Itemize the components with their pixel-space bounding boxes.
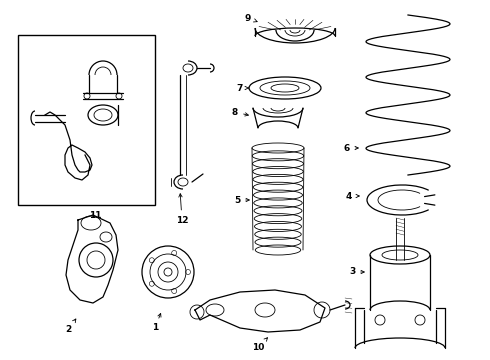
Text: 12: 12	[176, 194, 188, 225]
Text: 9: 9	[245, 14, 257, 23]
Text: 10: 10	[252, 338, 268, 352]
Text: 7: 7	[237, 84, 249, 93]
Text: 1: 1	[152, 314, 161, 333]
Text: 3: 3	[349, 267, 364, 276]
Text: 11: 11	[89, 211, 101, 220]
Text: 4: 4	[346, 192, 359, 201]
Text: 5: 5	[234, 195, 249, 204]
Bar	[18, 35, 155, 205]
Text: 8: 8	[232, 108, 248, 117]
Text: 6: 6	[344, 144, 358, 153]
Text: 2: 2	[65, 319, 76, 334]
